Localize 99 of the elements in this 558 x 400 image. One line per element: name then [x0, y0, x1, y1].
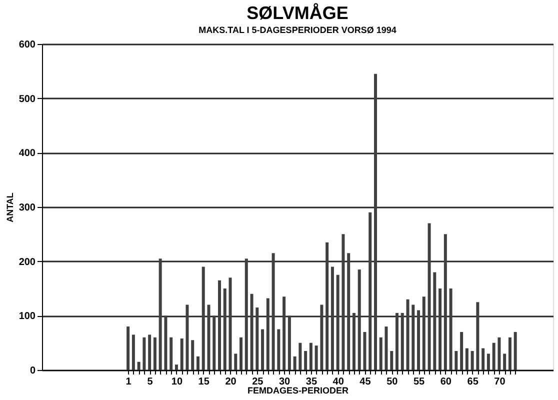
bar: [256, 308, 259, 370]
chart-title: SØLVMÅGE: [246, 3, 348, 23]
bar: [400, 312, 404, 370]
bar: [191, 340, 194, 370]
bar: [158, 258, 162, 370]
bar: [174, 364, 178, 370]
x-tick-label: 55: [413, 376, 426, 388]
bar: [293, 356, 296, 370]
x-tick-label: 1: [126, 376, 132, 388]
bar: [379, 337, 382, 370]
bar: [449, 288, 452, 370]
bar: [137, 362, 140, 370]
bar: [422, 296, 426, 370]
bar: [223, 288, 226, 370]
bar: [384, 326, 388, 370]
bar: [363, 332, 366, 370]
bar: [314, 346, 318, 370]
bar: [330, 266, 334, 370]
bar: [460, 332, 464, 370]
bar: [390, 350, 394, 370]
chart-subtitle: MAKS.TAL I 5-DAGESPERIODER VORSØ 1994: [198, 25, 396, 35]
bar: [250, 294, 254, 370]
bar: [347, 253, 350, 370]
bar: [336, 274, 340, 370]
bar: [288, 316, 291, 370]
bar: [514, 332, 517, 370]
bar: [368, 212, 372, 370]
bar: [438, 288, 442, 370]
bar: [482, 348, 485, 370]
x-tick-label: 70: [494, 376, 506, 388]
x-tick-label: 60: [440, 376, 452, 388]
x-tick-label: 10: [171, 376, 183, 388]
bar: [433, 272, 436, 370]
bar: [503, 354, 506, 370]
x-tick-label: 5: [147, 376, 154, 388]
bar: [272, 253, 275, 370]
y-axis-title: ANTAL: [4, 192, 15, 222]
x-tick-label: 30: [278, 376, 291, 388]
bar: [212, 316, 216, 370]
y-tick-label: 500: [18, 94, 36, 105]
bar: [342, 234, 345, 370]
x-tick-label: 40: [332, 376, 344, 388]
bar: [218, 280, 222, 370]
bar: [454, 350, 458, 370]
bar: [320, 304, 324, 370]
bar: [352, 312, 356, 370]
bar: [207, 304, 210, 370]
bar: [508, 337, 512, 370]
bar: [374, 74, 377, 370]
x-tick-label: 20: [225, 376, 237, 388]
bar: [465, 348, 468, 370]
bar: [148, 334, 152, 370]
bar: [202, 266, 205, 370]
y-tick-label: 200: [18, 256, 36, 268]
bar: [498, 337, 501, 370]
bar: [228, 278, 232, 370]
y-tick-label: 400: [18, 148, 36, 160]
bar: [153, 337, 156, 370]
x-tick-label: 45: [360, 376, 372, 388]
bar: [358, 269, 361, 370]
bar: [277, 329, 280, 370]
bar: [298, 342, 302, 370]
bar: [428, 223, 431, 370]
y-tick-label: 0: [30, 366, 36, 376]
bar: [470, 350, 474, 370]
bar: [164, 316, 168, 370]
y-tick-label: 100: [18, 311, 36, 322]
bar: [396, 312, 399, 370]
y-tick-label: 300: [18, 202, 36, 214]
bar: [234, 354, 238, 370]
bar: [412, 304, 415, 370]
bar: [132, 334, 135, 370]
bar: [186, 304, 189, 370]
bar: [304, 350, 308, 370]
x-tick-label: 15: [198, 376, 210, 388]
bar: [261, 329, 264, 370]
bar: [244, 258, 248, 370]
x-tick-label: 35: [306, 376, 318, 388]
bar: [142, 337, 146, 370]
bar: [417, 310, 420, 370]
y-tick-label: 600: [18, 40, 36, 50]
bar: [486, 354, 490, 370]
bar: [126, 326, 130, 370]
bar: [492, 342, 496, 370]
x-tick-label: 25: [252, 376, 264, 388]
x-tick-label: 65: [467, 376, 479, 388]
bar: [309, 342, 312, 370]
bar: [266, 298, 270, 370]
bar: [444, 234, 447, 370]
x-tick-label: 50: [386, 376, 398, 388]
x-axis-title: FEMDAGES-PERIODER: [247, 386, 349, 396]
bar: [180, 338, 184, 370]
bar: [326, 242, 329, 370]
bar: [196, 356, 200, 370]
bar: [406, 299, 410, 370]
bar: [170, 337, 173, 370]
bar: [476, 302, 480, 370]
bar: [282, 296, 286, 370]
bar: [240, 337, 243, 370]
